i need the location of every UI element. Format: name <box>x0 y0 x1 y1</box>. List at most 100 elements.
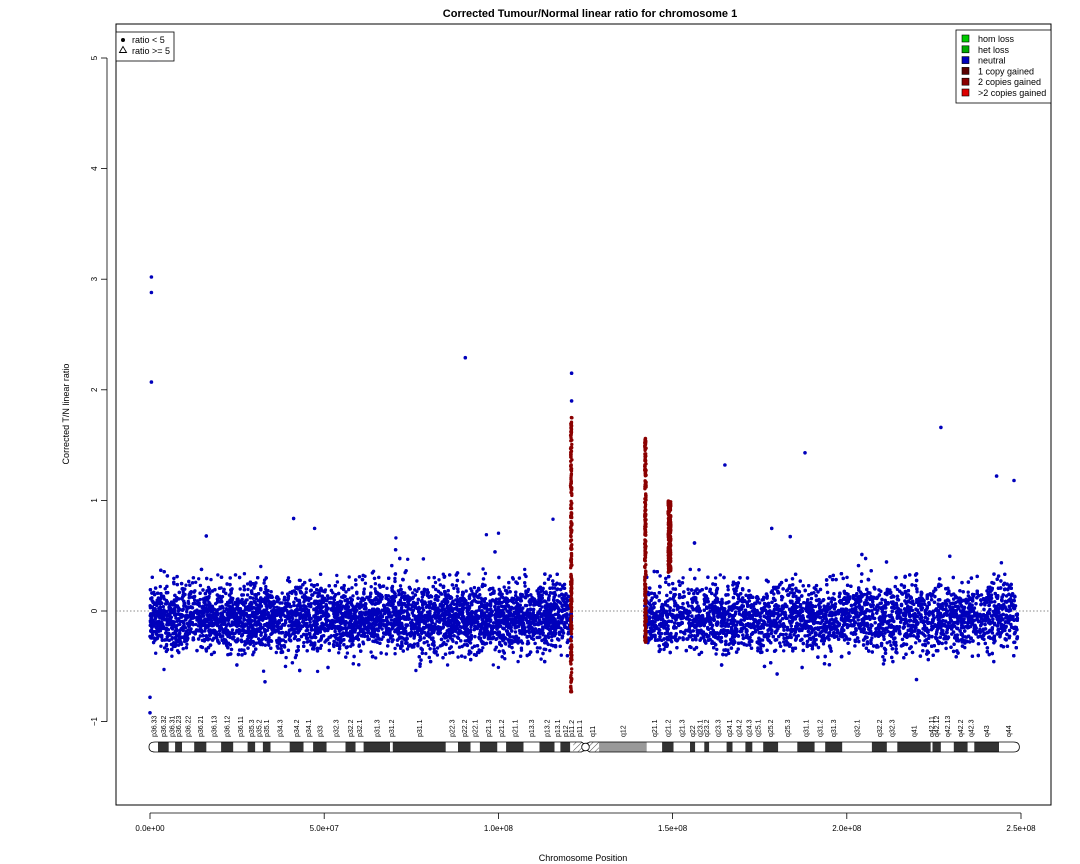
data-point <box>252 644 256 648</box>
data-point <box>189 627 193 631</box>
data-point <box>526 639 530 643</box>
data-point <box>159 644 163 648</box>
data-point <box>259 564 263 569</box>
data-point <box>547 635 551 640</box>
data-point <box>381 635 385 639</box>
data-point <box>308 620 312 624</box>
data-point <box>503 641 507 645</box>
data-point <box>304 590 308 595</box>
data-point <box>226 653 230 657</box>
data-point <box>287 624 291 628</box>
data-point <box>242 572 247 576</box>
data-point <box>510 576 515 580</box>
data-point <box>338 632 342 636</box>
data-point <box>373 582 378 586</box>
data-point <box>181 590 185 594</box>
data-point <box>455 594 459 599</box>
data-point <box>262 581 266 585</box>
data-point <box>433 622 437 626</box>
data-point <box>550 638 554 643</box>
data-point <box>245 593 250 597</box>
chart-title: Corrected Tumour/Normal linear ratio for… <box>443 8 737 20</box>
data-point <box>548 591 552 595</box>
data-point <box>162 667 166 672</box>
data-point <box>186 599 190 604</box>
segment-neutral-0 <box>148 516 574 674</box>
data-point <box>417 587 421 591</box>
data-point <box>422 641 426 645</box>
data-point <box>409 624 413 628</box>
data-point <box>424 651 428 656</box>
data-point <box>542 647 546 651</box>
plot-frame <box>115 23 1052 806</box>
data-point <box>514 593 518 598</box>
data-point <box>315 669 320 674</box>
data-point <box>494 597 499 601</box>
data-point <box>335 580 340 584</box>
data-point <box>365 595 369 599</box>
data-point <box>161 605 165 609</box>
data-point <box>483 571 488 576</box>
data-point <box>181 647 185 651</box>
data-point <box>519 646 524 650</box>
data-point <box>245 582 250 586</box>
data-point <box>174 616 178 620</box>
data-point <box>243 640 247 644</box>
data-point <box>256 637 261 641</box>
data-point <box>191 576 196 580</box>
data-point <box>393 652 397 656</box>
data-point <box>424 605 428 609</box>
data-point <box>548 648 552 653</box>
data-point <box>397 592 401 597</box>
data-point <box>154 651 158 655</box>
data-point <box>497 587 501 592</box>
data-point <box>469 625 473 629</box>
data-point <box>415 579 419 583</box>
data-point <box>264 584 268 589</box>
data-point <box>513 630 518 634</box>
data-point <box>457 645 462 649</box>
data-point <box>209 577 213 582</box>
data-point <box>228 576 232 580</box>
data-point <box>159 608 163 613</box>
data-point <box>361 642 366 646</box>
data-point <box>284 640 288 644</box>
data-point <box>178 622 182 627</box>
data-point <box>551 517 555 521</box>
data-point <box>551 582 555 586</box>
data-point <box>470 589 474 593</box>
data-point <box>539 657 543 661</box>
data-point <box>216 573 220 577</box>
data-point <box>298 578 302 583</box>
data-point <box>246 587 250 592</box>
data-point <box>345 651 350 655</box>
data-point <box>394 536 398 540</box>
data-point <box>422 636 426 640</box>
data-point <box>369 585 373 589</box>
data-point <box>356 615 361 619</box>
data-point <box>351 594 355 598</box>
data-point <box>398 584 403 588</box>
data-point <box>528 607 533 611</box>
data-point <box>494 637 498 642</box>
data-point <box>198 583 203 588</box>
data-point <box>507 586 511 590</box>
data-point <box>523 567 527 572</box>
data-point <box>347 575 351 579</box>
data-point <box>269 590 273 594</box>
data-point <box>158 584 162 589</box>
data-point <box>523 584 527 588</box>
data-point <box>231 603 235 607</box>
data-point <box>319 643 323 648</box>
data-point <box>192 598 197 602</box>
data-point <box>177 617 181 621</box>
data-point <box>410 618 414 622</box>
data-point <box>265 607 269 611</box>
data-point <box>213 602 218 606</box>
data-point <box>196 624 200 628</box>
data-point <box>274 650 278 655</box>
data-point <box>464 589 468 593</box>
data-point <box>458 625 462 629</box>
data-point <box>461 580 465 584</box>
